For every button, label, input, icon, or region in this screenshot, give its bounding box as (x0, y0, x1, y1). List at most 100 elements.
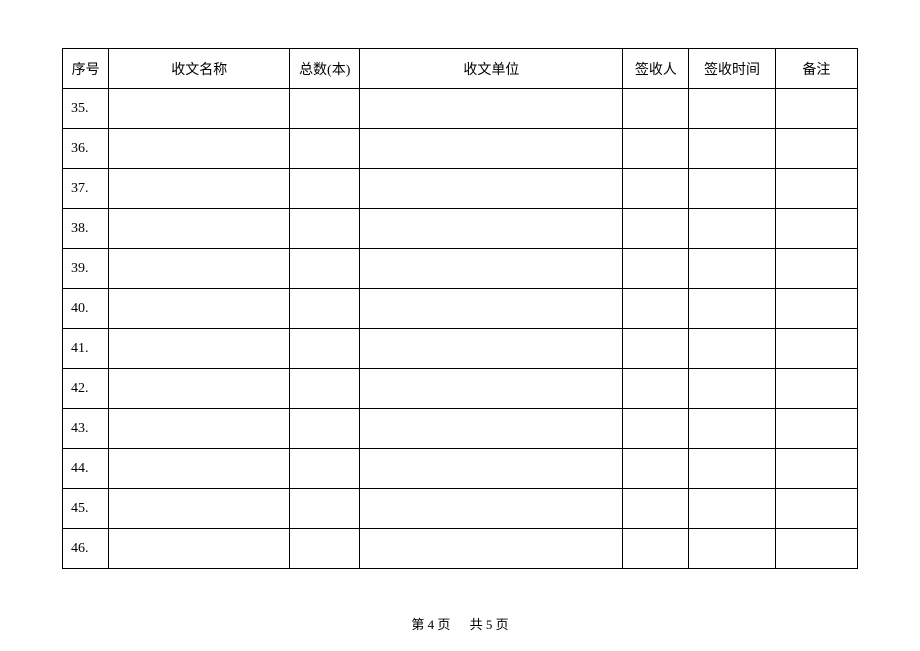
table-header-row: 序号 收文名称 总数(本) 收文单位 签收人 签收时间 备注 (63, 49, 858, 89)
header-remark: 备注 (775, 49, 857, 89)
cell-remark (775, 209, 857, 249)
table-row: 42. (63, 369, 858, 409)
cell-unit (360, 489, 623, 529)
table-row: 41. (63, 329, 858, 369)
cell-seq: 39. (63, 249, 109, 289)
table-row: 39. (63, 249, 858, 289)
cell-unit (360, 369, 623, 409)
cell-seq: 40. (63, 289, 109, 329)
header-total: 总数(本) (290, 49, 360, 89)
cell-name (109, 89, 290, 129)
cell-signer (623, 369, 689, 409)
cell-time (689, 89, 775, 129)
cell-remark (775, 449, 857, 489)
cell-signer (623, 89, 689, 129)
cell-signer (623, 209, 689, 249)
header-signer: 签收人 (623, 49, 689, 89)
cell-seq: 45. (63, 489, 109, 529)
cell-signer (623, 289, 689, 329)
cell-seq: 43. (63, 409, 109, 449)
cell-time (689, 129, 775, 169)
cell-time (689, 329, 775, 369)
cell-signer (623, 409, 689, 449)
cell-total (290, 409, 360, 449)
cell-signer (623, 249, 689, 289)
cell-total (290, 489, 360, 529)
cell-seq: 35. (63, 89, 109, 129)
cell-signer (623, 489, 689, 529)
cell-seq: 42. (63, 369, 109, 409)
page-current: 第 4 页 (411, 617, 450, 632)
cell-total (290, 449, 360, 489)
cell-total (290, 529, 360, 569)
header-unit: 收文单位 (360, 49, 623, 89)
table-row: 36. (63, 129, 858, 169)
cell-total (290, 129, 360, 169)
cell-unit (360, 329, 623, 369)
cell-remark (775, 489, 857, 529)
cell-time (689, 529, 775, 569)
cell-remark (775, 529, 857, 569)
cell-time (689, 369, 775, 409)
table-row: 43. (63, 409, 858, 449)
cell-remark (775, 169, 857, 209)
cell-unit (360, 289, 623, 329)
table-row: 35. (63, 89, 858, 129)
cell-unit (360, 449, 623, 489)
header-time: 签收时间 (689, 49, 775, 89)
cell-name (109, 369, 290, 409)
cell-signer (623, 169, 689, 209)
cell-remark (775, 89, 857, 129)
cell-time (689, 249, 775, 289)
cell-total (290, 169, 360, 209)
cell-name (109, 169, 290, 209)
cell-remark (775, 329, 857, 369)
cell-name (109, 249, 290, 289)
cell-seq: 38. (63, 209, 109, 249)
cell-total (290, 249, 360, 289)
table-row: 37. (63, 169, 858, 209)
cell-time (689, 289, 775, 329)
page-footer: 第 4 页 共 5 页 (0, 614, 920, 633)
cell-remark (775, 369, 857, 409)
table-body: 35. 36. 37. 38. (63, 89, 858, 569)
cell-name (109, 529, 290, 569)
header-seq: 序号 (63, 49, 109, 89)
cell-seq: 44. (63, 449, 109, 489)
cell-remark (775, 129, 857, 169)
cell-total (290, 209, 360, 249)
cell-unit (360, 209, 623, 249)
cell-total (290, 369, 360, 409)
cell-remark (775, 409, 857, 449)
cell-signer (623, 449, 689, 489)
cell-name (109, 209, 290, 249)
cell-name (109, 329, 290, 369)
cell-signer (623, 129, 689, 169)
table-row: 40. (63, 289, 858, 329)
cell-time (689, 449, 775, 489)
cell-name (109, 489, 290, 529)
cell-seq: 37. (63, 169, 109, 209)
cell-total (290, 329, 360, 369)
cell-name (109, 129, 290, 169)
table-row: 44. (63, 449, 858, 489)
table-row: 46. (63, 529, 858, 569)
cell-remark (775, 289, 857, 329)
cell-name (109, 409, 290, 449)
cell-total (290, 89, 360, 129)
cell-time (689, 169, 775, 209)
cell-seq: 36. (63, 129, 109, 169)
header-name: 收文名称 (109, 49, 290, 89)
document-receipt-table: 序号 收文名称 总数(本) 收文单位 签收人 签收时间 备注 35. 36. (62, 48, 858, 569)
table-row: 45. (63, 489, 858, 529)
cell-seq: 46. (63, 529, 109, 569)
cell-signer (623, 529, 689, 569)
cell-total (290, 289, 360, 329)
cell-unit (360, 89, 623, 129)
cell-time (689, 489, 775, 529)
cell-unit (360, 129, 623, 169)
cell-seq: 41. (63, 329, 109, 369)
cell-unit (360, 409, 623, 449)
cell-time (689, 209, 775, 249)
cell-signer (623, 329, 689, 369)
